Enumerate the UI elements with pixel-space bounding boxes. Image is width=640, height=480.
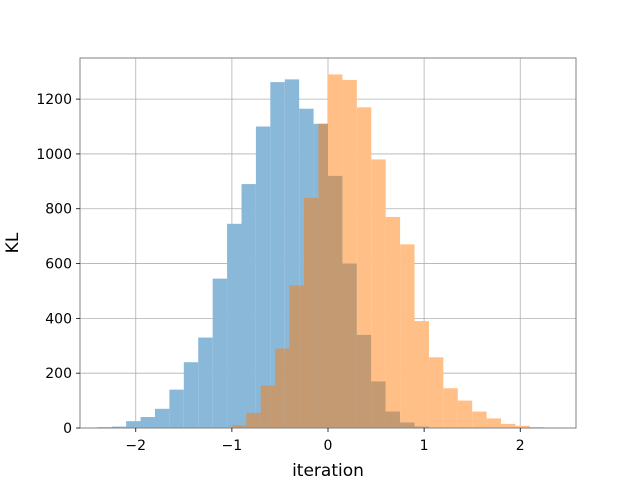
bar-series2-0 (231, 425, 247, 428)
bar-series1-4 (154, 408, 170, 428)
bar-series1-5 (169, 389, 184, 428)
bar-series1-1 (111, 426, 127, 428)
bar-series1-6 (183, 362, 199, 428)
bar-series1-7 (198, 337, 213, 428)
bar-series1-3 (140, 417, 155, 428)
bar-series1-10 (241, 184, 256, 428)
bar-series2-1 (246, 412, 261, 428)
x-tick-label-0: −2 (125, 438, 146, 454)
bar-series2-14 (428, 357, 444, 428)
y-tick-label-6: 1200 (36, 92, 72, 108)
bar-series2-12 (400, 244, 415, 428)
x-axis-ticks: −2 −1 0 1 2 (125, 428, 525, 454)
histogram-bars (97, 74, 545, 429)
y-tick-label-0: 0 (63, 421, 72, 437)
bar-series2-3 (275, 348, 290, 428)
bar-series2-11 (385, 216, 401, 428)
bar-series2-13 (414, 321, 429, 428)
x-axis-label: iteration (292, 461, 364, 480)
y-tick-label-3: 600 (45, 257, 72, 273)
bar-series2-9 (356, 107, 372, 428)
bar-series2-7 (328, 74, 343, 428)
bar-series2-10 (371, 159, 386, 428)
x-tick-label-3: 1 (420, 438, 429, 454)
bar-series2-16 (457, 400, 473, 428)
bar-series2-2 (260, 385, 276, 428)
y-axis-ticks: 0 200 400 600 800 1000 1200 (36, 92, 80, 437)
bar-series2-5 (303, 197, 319, 428)
bar-series1-9 (227, 223, 242, 428)
bar-series1-12 (270, 82, 285, 428)
bar-series1-2 (126, 421, 141, 428)
x-tick-label-2: 0 (324, 438, 333, 454)
bar-series1-11 (255, 126, 271, 428)
x-tick-label-1: −1 (222, 438, 243, 454)
bar-series2-19 (501, 423, 516, 428)
y-axis-label: KL (3, 232, 23, 253)
y-tick-label-5: 1000 (36, 147, 72, 163)
bar-series1-8 (212, 278, 228, 428)
y-tick-label-4: 800 (45, 202, 72, 218)
bar-series2-20 (515, 425, 530, 428)
bar-series2-17 (472, 411, 487, 428)
bar-series2-4 (289, 285, 304, 428)
y-tick-label-1: 200 (45, 366, 72, 382)
y-tick-label-2: 400 (45, 311, 72, 327)
bar-series2-18 (486, 418, 502, 428)
bar-series2-15 (443, 388, 458, 428)
x-tick-label-4: 2 (516, 438, 525, 454)
bar-series2-8 (342, 79, 357, 428)
